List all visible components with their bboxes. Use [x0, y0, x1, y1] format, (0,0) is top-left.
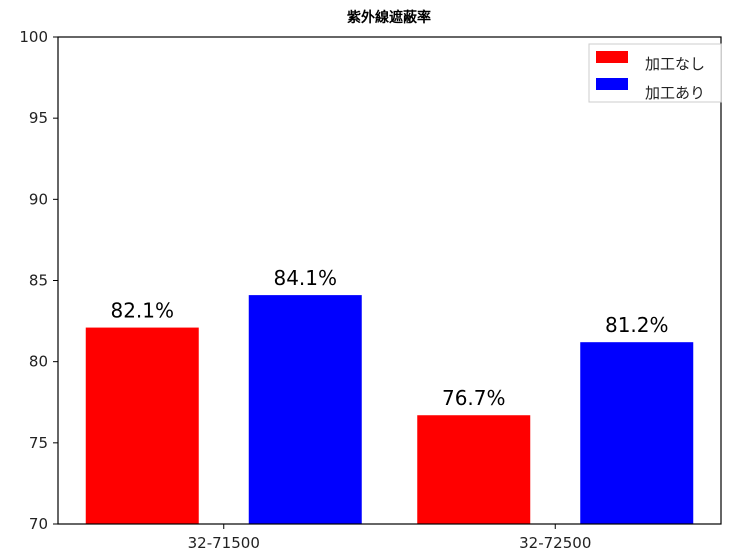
y-tick-label: 75: [29, 434, 48, 452]
bar: [248, 295, 362, 524]
plot-frame: [57, 36, 722, 525]
bar: [580, 342, 694, 524]
legend-label-no-treatment: 加工なし: [645, 55, 705, 73]
x-tick-label: 32-72500: [519, 534, 591, 552]
bar: [417, 415, 531, 524]
legend-swatch-no-treatment: [596, 51, 628, 63]
legend-swatch-treated: [596, 78, 628, 90]
x-tick-label: 32-71500: [188, 534, 260, 552]
y-tick-label: 70: [29, 515, 48, 533]
chart-title: 紫外線遮蔽率: [347, 9, 431, 26]
y-tick-label: 80: [29, 353, 48, 371]
legend-box: [588, 43, 722, 103]
legend-label-treated: 加工あり: [645, 84, 705, 102]
legend: 加工なし 加工あり: [588, 43, 722, 103]
data-label: 76.7%: [442, 386, 506, 410]
data-label: 84.1%: [273, 266, 337, 290]
bar: [85, 327, 199, 524]
y-tick-label: 100: [19, 28, 48, 46]
y-tick-label: 85: [29, 272, 48, 290]
data-label: 82.1%: [110, 299, 174, 323]
data-label: 81.2%: [605, 313, 669, 337]
y-tick-label: 95: [29, 109, 48, 127]
y-tick-label: 90: [29, 190, 48, 208]
